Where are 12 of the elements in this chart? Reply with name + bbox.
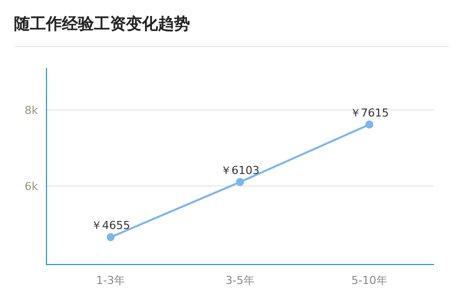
x-tick-label: 1-3年 — [96, 274, 126, 287]
data-label: ￥6103 — [220, 164, 260, 178]
point — [106, 233, 115, 242]
x-tick-label: 5-10年 — [351, 274, 388, 287]
data-label: ￥7615 — [350, 106, 389, 120]
y-tick-label: 6k — [24, 180, 39, 193]
chart-title: 随工作经验工资变化趋势 — [14, 14, 190, 33]
point — [236, 178, 244, 186]
data-label: ￥4655 — [91, 219, 130, 232]
y-tick-label: 8k — [24, 104, 39, 117]
x-tick-label: 3-5年 — [226, 274, 254, 287]
point — [365, 120, 374, 129]
